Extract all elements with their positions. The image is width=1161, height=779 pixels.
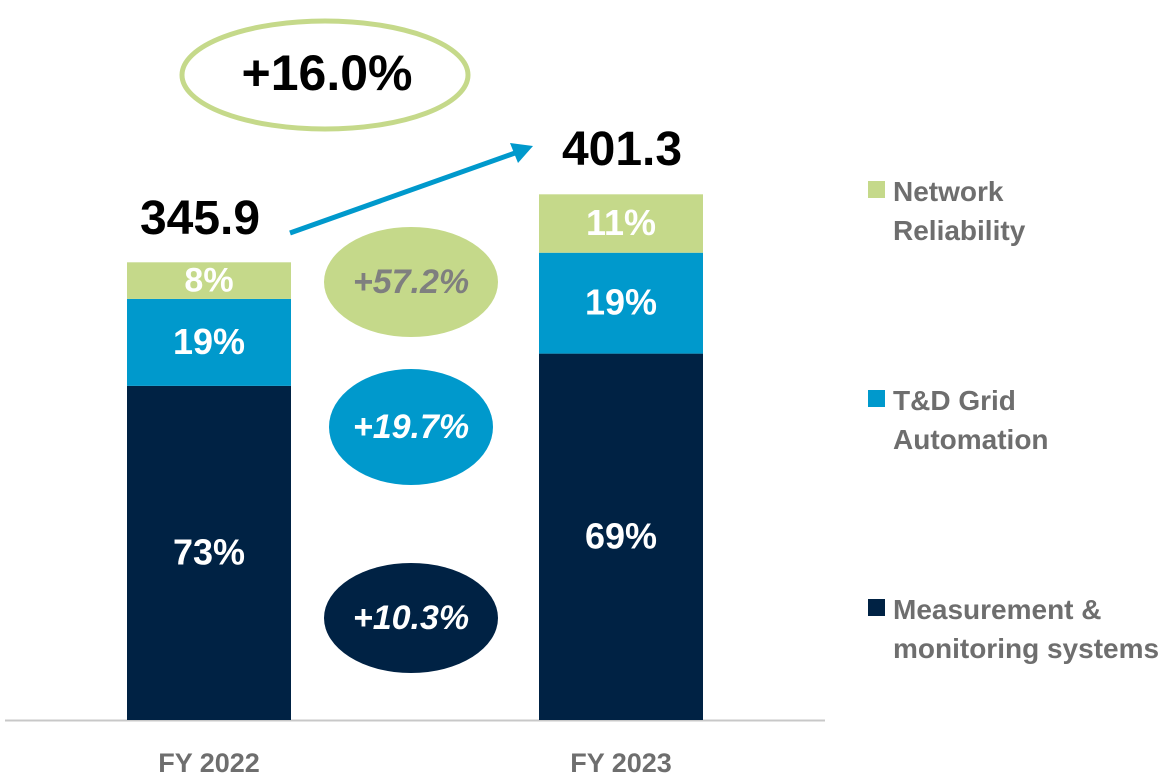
legend-swatch: [868, 599, 885, 616]
bar-segment: [127, 298, 291, 386]
legend-item: T&D Grid Automation: [868, 381, 1073, 459]
segment-label: 19%: [585, 282, 657, 323]
series-growth: +19.7%: [353, 408, 469, 446]
segment-label: 11%: [586, 202, 656, 243]
legend-label: Measurement & monitoring systems: [893, 594, 1160, 664]
legend-swatch: [868, 181, 885, 198]
growth-ellipse: [179, 18, 471, 132]
legend-item: Network Reliability: [868, 172, 1073, 250]
segment-label: 8%: [184, 262, 233, 300]
arrow-head: [510, 143, 533, 163]
series-growth-ellipse: [324, 227, 498, 337]
bar-segment: [127, 262, 291, 299]
legend-label: Network Reliability: [893, 176, 1026, 246]
series-growth: +57.2%: [353, 263, 469, 301]
series-growth: +10.3%: [353, 599, 469, 637]
segment-label: 69%: [585, 515, 657, 556]
legend-swatch: [868, 390, 885, 407]
legend-label: T&D Grid Automation: [893, 385, 1049, 455]
bar-segment: [539, 194, 703, 253]
legend-item: Measurement & monitoring systems: [868, 590, 1161, 668]
total-growth: +16.0%: [242, 45, 413, 101]
segment-label: 19%: [173, 321, 245, 362]
bar-segment: [539, 252, 703, 354]
x-tick-label: FY 2023: [570, 748, 672, 778]
series-growth-ellipse: [324, 563, 498, 673]
total-label: 401.3: [562, 123, 682, 176]
total-label: 345.9: [140, 192, 260, 245]
segment-label: 73%: [173, 531, 245, 572]
bar-segment: [539, 353, 703, 720]
growth-arrow: [289, 150, 516, 236]
x-tick-label: FY 2022: [158, 748, 260, 778]
bar-segment: [127, 385, 291, 720]
series-growth-ellipse: [329, 369, 493, 485]
